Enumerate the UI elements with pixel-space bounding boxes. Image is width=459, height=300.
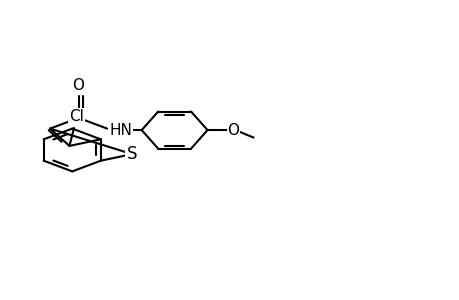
Text: S: S [127,145,137,163]
Text: O: O [227,123,239,138]
Text: Cl: Cl [69,109,84,124]
Text: HN: HN [109,123,132,138]
Text: O: O [73,78,84,93]
